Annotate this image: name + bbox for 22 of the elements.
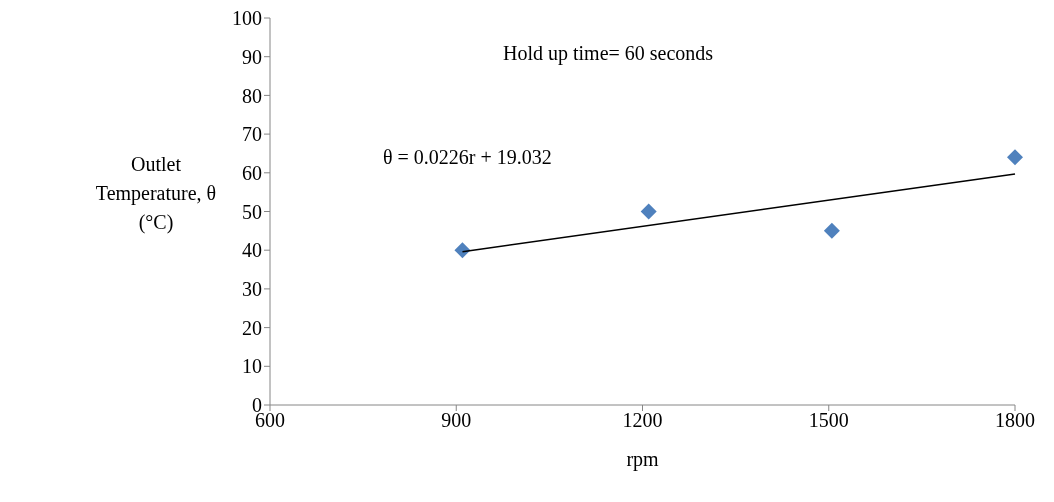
y-tick-label: 50 [242,200,262,223]
x-tick-label: 1200 [622,409,663,432]
y-tick-label: 70 [242,123,262,146]
y-tick-label: 60 [242,161,262,184]
y-tick-label: 40 [242,239,262,262]
y-tick-label: 30 [242,278,262,300]
annotation: Hold up time= 60 seconds [503,42,714,65]
y-tick-label: 90 [242,45,262,68]
y-axis-title: Outlet Temperature, θ (°C) [94,152,218,236]
point [823,222,840,239]
point [454,242,471,259]
x-axis-title: rpm [625,448,660,471]
annotation: θ = 0.0226r + 19.032 [383,146,552,169]
y-tick-label: 80 [242,84,262,107]
point [640,203,657,220]
x-tick-label: 1800 [995,409,1035,432]
point [1007,149,1023,166]
x-tick-label: 900 [441,409,472,432]
y-tick-label: 10 [242,355,262,378]
x-tick-label: 1500 [808,409,849,432]
y-tick-label: 20 [242,316,262,339]
y-tick-label: 100 [232,7,262,30]
